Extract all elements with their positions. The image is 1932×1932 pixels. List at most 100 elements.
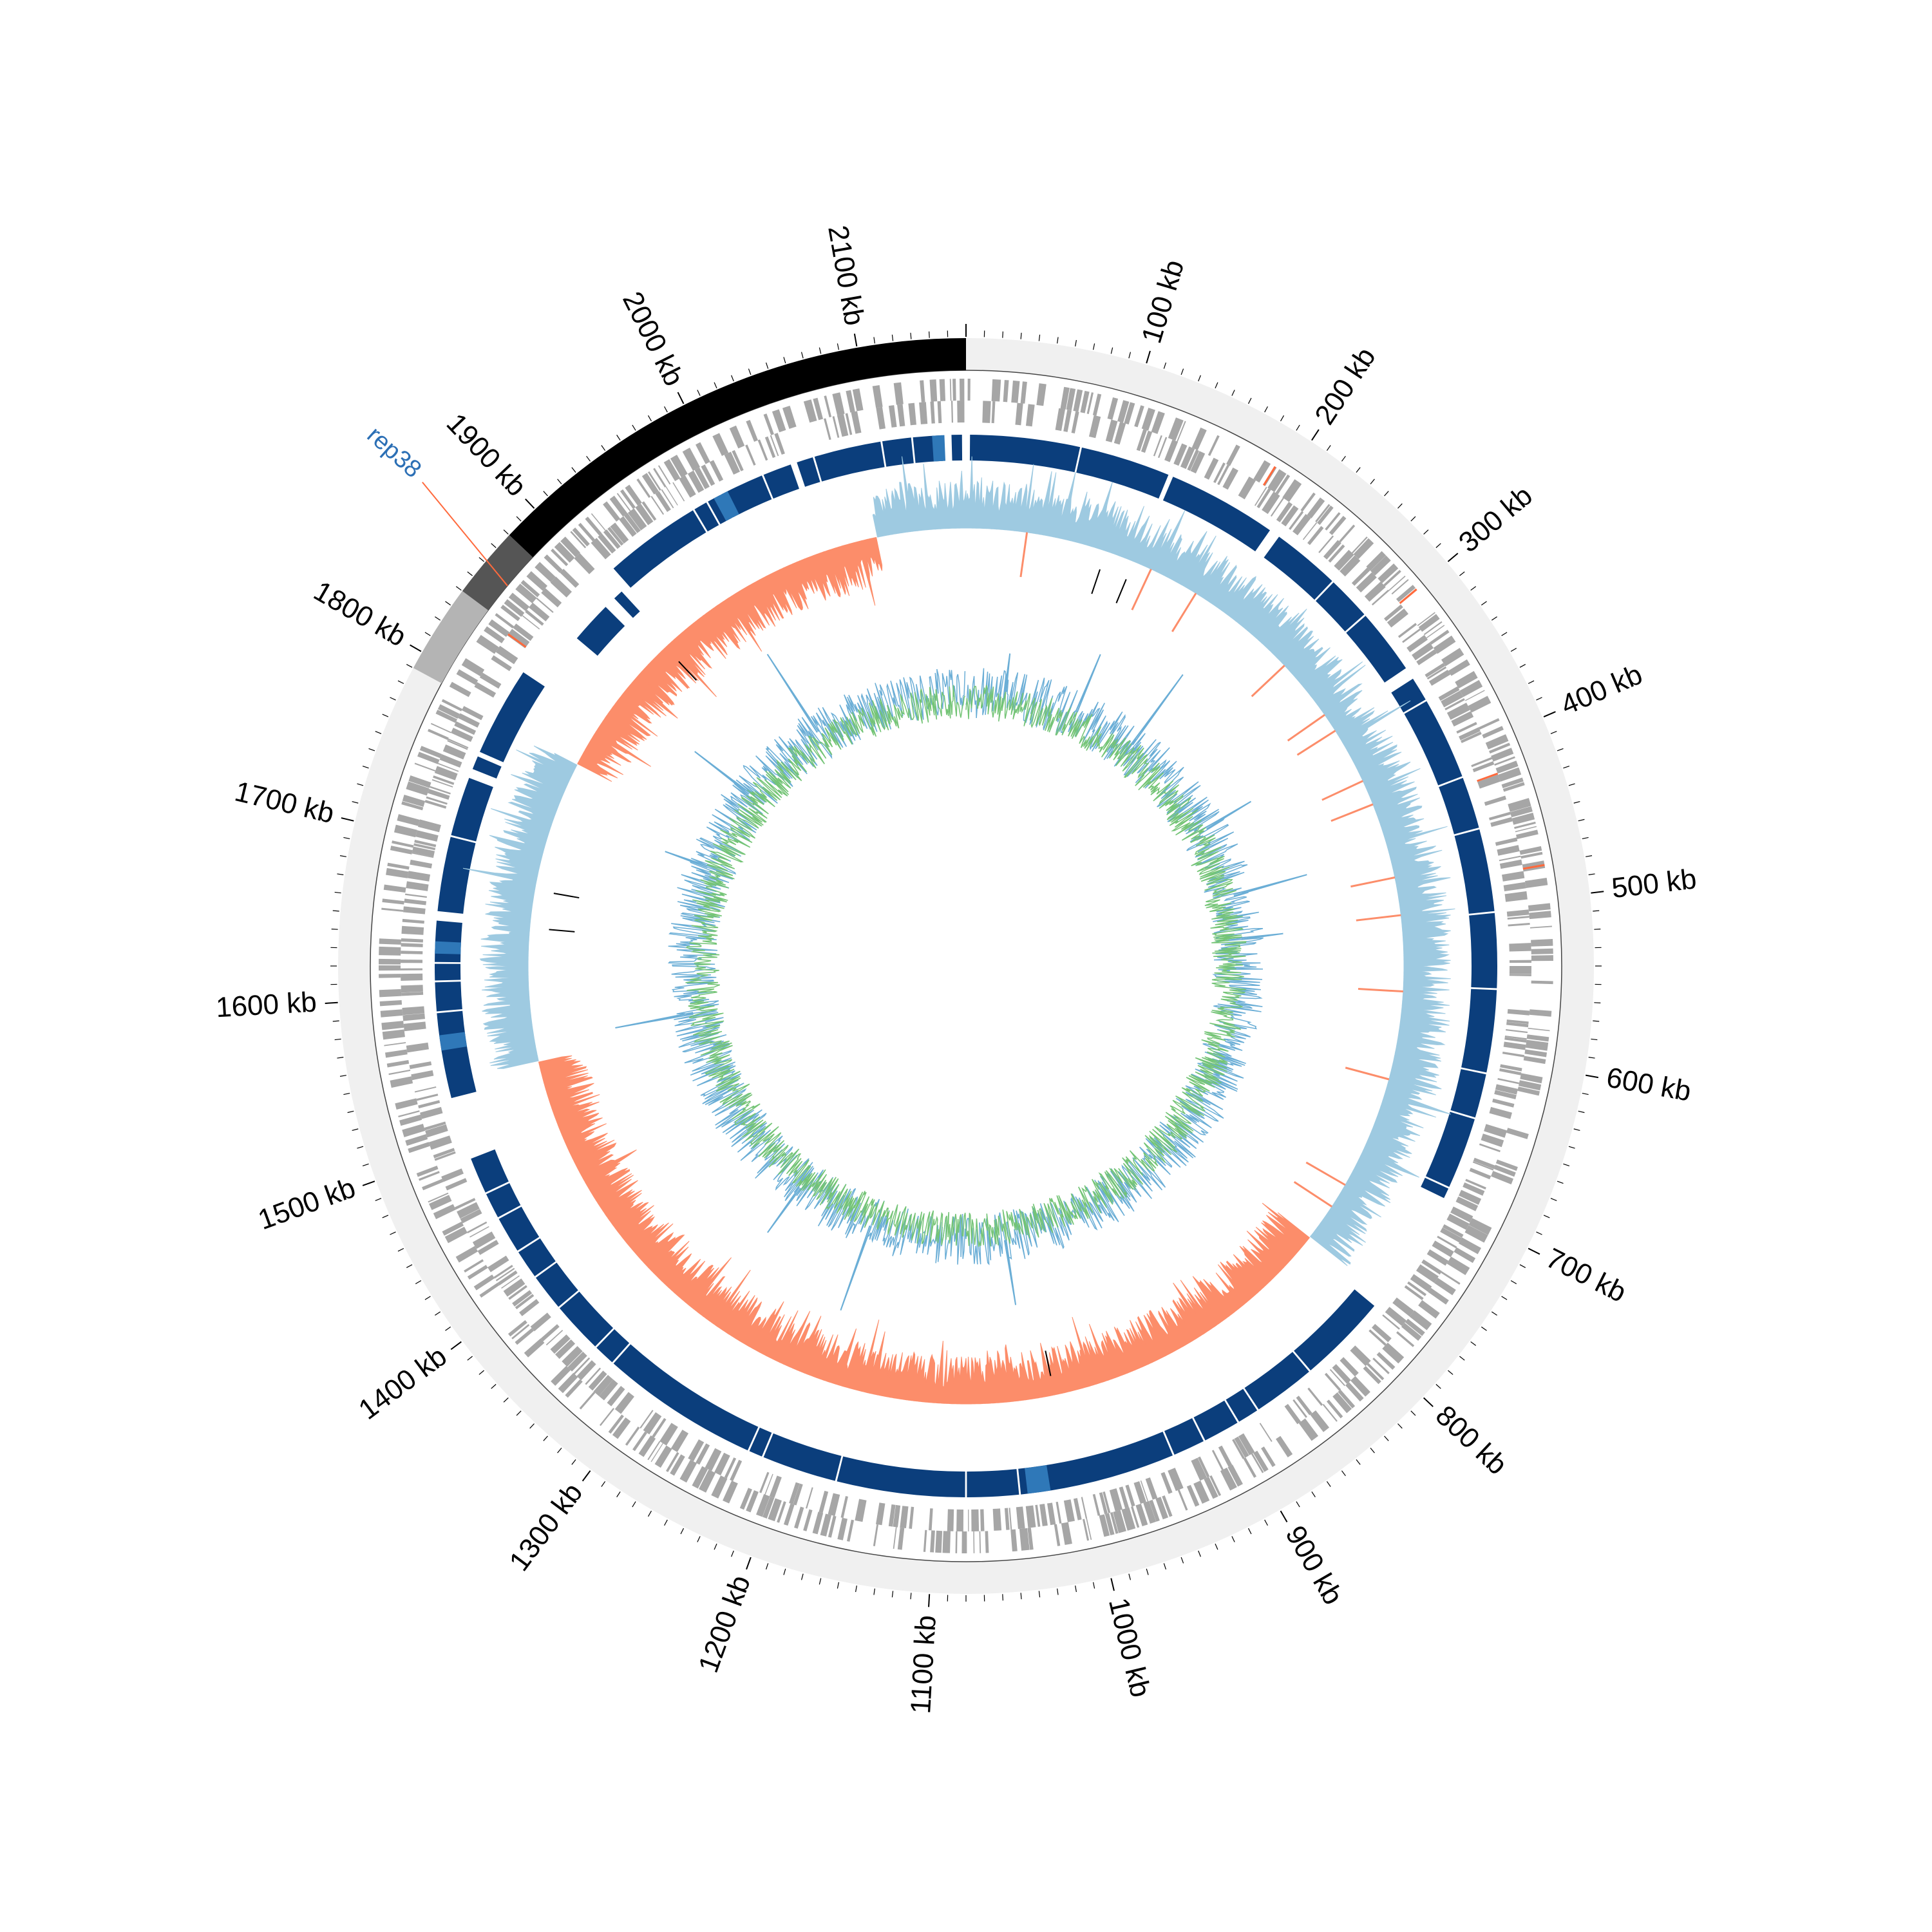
cds-feature <box>845 413 853 435</box>
blast-block <box>451 777 493 842</box>
cds-feature <box>441 1168 464 1182</box>
minor-tick <box>1510 1280 1517 1285</box>
minor-tick <box>1356 467 1361 473</box>
cds-feature <box>415 830 439 842</box>
cds-feature <box>1404 1285 1424 1301</box>
minor-tick <box>415 1280 422 1285</box>
major-tick <box>525 498 535 509</box>
minor-tick <box>1588 1057 1595 1059</box>
cds-feature <box>1520 1073 1543 1084</box>
cds-feature <box>1063 1499 1075 1522</box>
cds-feature <box>1209 1475 1222 1497</box>
cds-feature <box>392 840 414 848</box>
cds-feature <box>1136 429 1147 451</box>
minor-tick <box>1470 586 1477 591</box>
blast-block-track <box>435 435 1497 1497</box>
cds-feature <box>406 781 430 796</box>
cds-feature <box>591 513 606 531</box>
cds-feature <box>379 938 401 945</box>
minor-tick <box>1481 1326 1487 1331</box>
minor-tick <box>357 783 364 786</box>
tick-label: 500 kb <box>1610 863 1698 904</box>
cds-feature <box>851 411 862 434</box>
cds-feature <box>402 1006 425 1016</box>
cds-feature <box>1446 1213 1470 1230</box>
minor-tick <box>1057 337 1059 344</box>
minor-tick <box>1231 1536 1235 1542</box>
cds-feature <box>550 576 572 598</box>
cds-feature <box>1412 642 1434 661</box>
cds-feature <box>545 1330 564 1346</box>
tick-label: 700 kb <box>1541 1242 1631 1309</box>
cds-feature <box>654 1445 672 1468</box>
cds-feature <box>1485 734 1509 750</box>
tick-label: 1500 kb <box>254 1172 359 1236</box>
cds-feature <box>872 384 883 408</box>
cds-feature <box>1461 731 1482 743</box>
cds-feature <box>406 1042 429 1053</box>
minor-tick <box>1341 455 1346 462</box>
cds-feature <box>1383 569 1401 587</box>
gc-skew-spike <box>1356 914 1401 922</box>
cds-feature <box>469 1226 489 1238</box>
cds-feature <box>1324 1372 1341 1391</box>
cds-feature <box>1325 512 1341 531</box>
cds-feature <box>1396 1331 1415 1347</box>
minor-tick <box>375 1198 382 1201</box>
minor-tick <box>337 873 344 875</box>
blast-block <box>1404 701 1463 786</box>
cds-feature <box>1471 757 1493 768</box>
minor-tick <box>491 543 497 548</box>
blast-block <box>471 1149 509 1193</box>
cds-feature <box>1121 1507 1136 1531</box>
cds-feature <box>540 1324 560 1341</box>
cds-feature <box>1385 1307 1406 1327</box>
minor-tick <box>424 632 431 636</box>
cds-feature <box>503 1278 526 1297</box>
cds-feature <box>763 413 774 435</box>
blast-block <box>435 981 462 1012</box>
minor-tick <box>680 1528 685 1535</box>
cds-feature <box>942 1531 951 1553</box>
cds-feature <box>384 1042 406 1046</box>
cds-feature <box>769 1475 782 1499</box>
cds-feature <box>495 1267 515 1282</box>
minor-tick <box>1448 1370 1454 1375</box>
cds-feature <box>1502 1051 1525 1057</box>
cds-feature <box>1473 1157 1495 1170</box>
cds-feature <box>1191 427 1207 451</box>
cds-feature <box>501 1275 520 1289</box>
cds-feature <box>554 542 575 563</box>
cds-feature <box>1088 415 1101 439</box>
cds-feature <box>410 859 433 869</box>
cds-feature <box>388 1069 411 1075</box>
cds-feature <box>1391 579 1409 595</box>
cds-feature <box>876 406 886 430</box>
cds-feature <box>724 451 741 475</box>
cds-feature <box>416 1166 439 1177</box>
gc-skew-marker <box>553 893 580 899</box>
minor-tick <box>1573 800 1580 804</box>
minor-tick <box>543 491 548 497</box>
minor-tick <box>435 1311 441 1316</box>
cds-feature <box>1363 1365 1381 1385</box>
cds-feature <box>507 629 530 649</box>
gc-skew-spike <box>1171 592 1197 632</box>
cds-feature <box>930 1530 935 1553</box>
cds-feature <box>1350 1376 1370 1397</box>
blast-block <box>1316 582 1365 632</box>
minor-tick <box>478 1370 484 1375</box>
major-tick <box>582 1470 591 1482</box>
cds-feature <box>1456 722 1477 734</box>
minor-tick <box>837 343 840 350</box>
minor-tick <box>467 571 473 576</box>
minor-tick <box>1075 1586 1077 1593</box>
cds-feature <box>1329 515 1347 535</box>
cds-feature <box>1276 1435 1293 1457</box>
cds-feature <box>1105 419 1118 442</box>
gc-skew-marker <box>1091 569 1101 594</box>
cds-feature <box>979 1531 981 1553</box>
cds-feature <box>554 1339 576 1359</box>
cds-feature <box>1238 1433 1255 1455</box>
cds-feature <box>585 516 602 536</box>
